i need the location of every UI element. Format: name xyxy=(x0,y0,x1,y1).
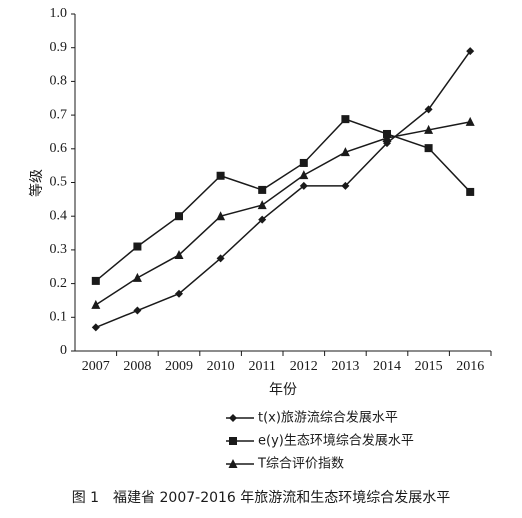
series-line xyxy=(95,50,471,329)
series-line xyxy=(95,121,471,306)
x-tick-label: 2016 xyxy=(456,359,484,374)
y-tick-label: 0 xyxy=(60,343,67,358)
marker xyxy=(382,133,392,143)
caption: 图 1 福建省 2007-2016 年旅游流和生态环境综合发展水平 xyxy=(72,490,451,506)
marker xyxy=(229,437,237,445)
marker xyxy=(424,144,433,153)
legend-label: e(y)生态环境综合发展水平 xyxy=(258,433,414,449)
x-tick-label: 2009 xyxy=(165,359,193,374)
marker xyxy=(133,242,142,251)
marker xyxy=(466,47,475,56)
marker xyxy=(341,115,350,124)
series-line xyxy=(95,118,471,282)
marker xyxy=(133,306,142,315)
marker xyxy=(258,215,267,224)
y-tick-label: 0.9 xyxy=(50,40,68,55)
y-axis-label: 等级 xyxy=(28,169,45,197)
x-axis-label: 年份 xyxy=(269,382,297,398)
marker xyxy=(91,299,101,309)
marker xyxy=(228,459,238,468)
y-tick-label: 0.3 xyxy=(50,242,68,257)
y-tick-label: 1.0 xyxy=(50,6,68,21)
marker xyxy=(216,211,226,221)
marker xyxy=(299,170,309,180)
x-tick-label: 2014 xyxy=(373,359,401,374)
x-tick-label: 2010 xyxy=(207,359,235,374)
x-tick-label: 2013 xyxy=(331,359,359,374)
marker xyxy=(424,124,434,134)
x-tick-label: 2008 xyxy=(123,359,151,374)
x-tick-label: 2015 xyxy=(415,359,443,374)
legend-label: T综合评价指数 xyxy=(257,457,344,472)
marker xyxy=(91,276,100,285)
marker xyxy=(258,185,267,194)
x-tick-label: 2011 xyxy=(248,359,275,374)
marker xyxy=(175,289,183,298)
y-tick-label: 0.1 xyxy=(50,310,68,325)
y-tick-label: 0.8 xyxy=(50,74,68,89)
y-tick-label: 0.7 xyxy=(50,107,68,122)
marker xyxy=(216,254,225,263)
marker xyxy=(299,158,308,167)
x-tick-label: 2012 xyxy=(290,359,318,374)
marker xyxy=(341,181,350,190)
marker xyxy=(91,323,100,332)
marker xyxy=(257,200,267,210)
y-tick-label: 0.4 xyxy=(50,208,68,223)
legend-label: t(x)旅游流综合发展水平 xyxy=(258,410,398,426)
y-tick-label: 0.2 xyxy=(50,276,68,291)
marker xyxy=(174,249,184,259)
y-tick-label: 0.5 xyxy=(50,175,68,190)
marker xyxy=(424,105,433,114)
marker xyxy=(465,116,475,126)
x-tick-label: 2007 xyxy=(82,359,110,374)
marker xyxy=(340,147,350,157)
marker xyxy=(132,272,142,282)
y-tick-label: 0.6 xyxy=(50,141,68,156)
marker xyxy=(229,414,237,422)
marker xyxy=(299,181,308,190)
marker xyxy=(466,187,475,196)
marker xyxy=(216,171,225,180)
marker xyxy=(175,212,183,221)
